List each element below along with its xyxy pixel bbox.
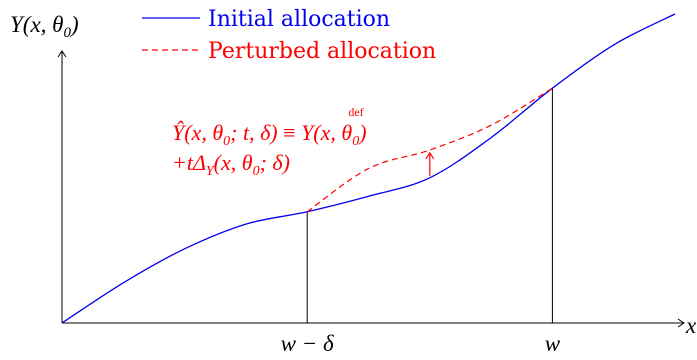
- series-initial-allocation: [61, 13, 676, 324]
- annotation-line-2: +tΔY(x, θ0; δ): [172, 150, 290, 179]
- y-axis-arrowhead: [57, 50, 67, 58]
- series-perturbed-allocation: [306, 87, 553, 213]
- x-axis-label: x: [685, 313, 697, 338]
- x-axis-arrowhead: [677, 318, 685, 328]
- y-axis-label: Y(x, θ0): [10, 12, 79, 41]
- perturbation-arrowhead: [425, 151, 435, 160]
- legend-label-perturbed: Perturbed allocation: [208, 39, 436, 64]
- x-tick-label-w-minus-delta: w − δ: [281, 331, 334, 356]
- annotation-line-1: Ŷ(x, θ0; t, δ) ≡ Y(x, θ0): [172, 120, 367, 149]
- x-tick-label-w: w: [545, 331, 561, 356]
- legend-label-initial: Initial allocation: [208, 7, 390, 32]
- annotation-def-label: def: [348, 105, 363, 119]
- legend: Initial allocation Perturbed allocation: [142, 7, 436, 64]
